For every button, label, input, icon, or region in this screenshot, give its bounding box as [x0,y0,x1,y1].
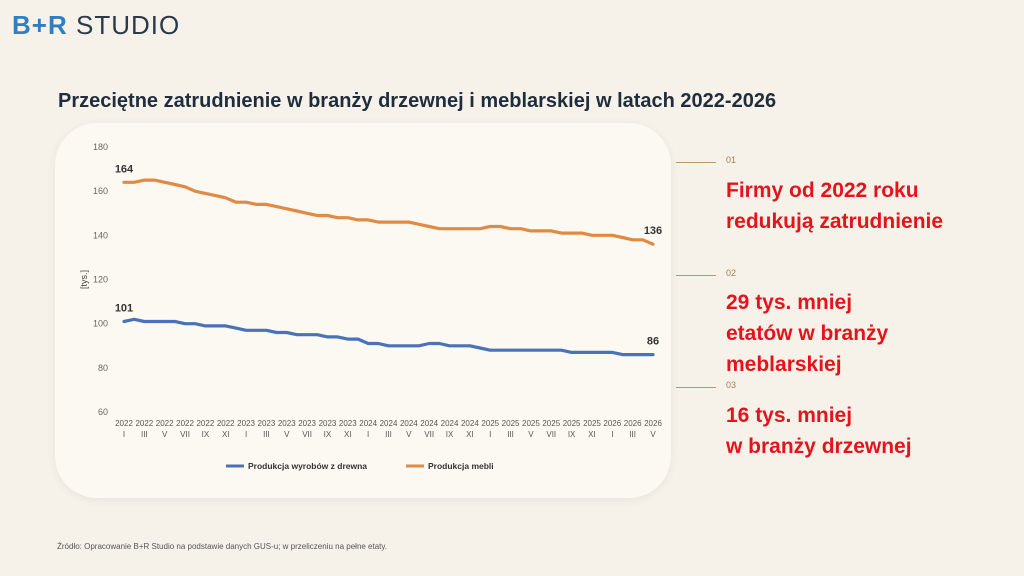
y-tick-label: 160 [93,186,108,196]
note-3-number: 03 [726,380,737,390]
x-tick-month: XI [466,430,474,439]
x-tick-year: 2024 [359,419,377,428]
x-tick-month: I [123,430,125,439]
x-tick-month: V [162,430,168,439]
brand-logo: B+R STUDIO [12,12,180,38]
x-tick-year: 2024 [420,419,438,428]
note-2-line-3: meblarskiej [726,353,842,376]
note-1-text: Firmy od 2022 roku redukują zatrudnienie [726,175,943,237]
x-tick-year: 2026 [603,419,621,428]
x-tick-month: III [629,430,636,439]
data-label: 136 [644,225,662,237]
x-tick-year: 2023 [237,419,255,428]
y-tick-label: 140 [93,230,108,240]
note-2-line-2: etatów w branży [726,322,889,345]
x-tick-month: V [284,430,290,439]
x-tick-year: 2024 [400,419,418,428]
x-tick-month: VII [546,430,556,439]
x-tick-month: IX [202,430,210,439]
brand-logo-bp: B+R [12,10,68,40]
note-2-text: 29 tys. mniej etatów w branży meblarskie… [726,287,888,380]
legend-label: Produkcja mebli [428,461,494,471]
x-tick-year: 2025 [583,419,601,428]
x-tick-month: I [489,430,491,439]
x-tick-month: III [141,430,148,439]
x-tick-month: I [367,430,369,439]
x-tick-year: 2024 [380,419,398,428]
x-tick-month: V [650,430,656,439]
x-tick-month: III [507,430,514,439]
note-2-line-1: 29 tys. mniej [726,291,853,314]
note-3-text: 16 tys. mniej w branży drzewnej [726,400,912,462]
x-tick-year: 2025 [542,419,560,428]
x-tick-month: XI [344,430,352,439]
series-line-furniture [122,178,655,246]
y-tick-label: 120 [93,275,108,285]
x-tick-month: VII [180,430,190,439]
y-axis-label: [tys.] [79,270,89,289]
page-title: Przeciętne zatrudnienie w branży drzewne… [58,90,777,112]
x-tick-year: 2025 [502,419,520,428]
y-tick-label: 80 [98,363,108,373]
note-1-line [676,162,716,163]
x-tick-month: I [245,430,247,439]
x-tick-year: 2026 [624,419,642,428]
x-tick-year: 2022 [196,419,214,428]
x-tick-year: 2022 [135,419,153,428]
legend-label: Produkcja wyrobów z drewna [248,461,367,471]
x-tick-month: XI [588,430,596,439]
note-1-number: 01 [726,155,737,165]
x-tick-year: 2022 [176,419,194,428]
x-tick-year: 2025 [522,419,540,428]
source-note: Źródło: Opracowanie B+R Studio na podsta… [57,542,388,551]
brand-logo-studio: STUDIO [75,10,181,40]
note-2-line [676,275,716,276]
x-tick-year: 2022 [217,419,235,428]
note-1-line-2: redukują zatrudnienie [726,210,944,233]
series-line-wood [122,317,655,357]
x-tick-year: 2023 [278,419,296,428]
note-2-number: 02 [726,268,737,278]
x-tick-year: 2023 [319,419,337,428]
x-tick-year: 2025 [481,419,499,428]
x-tick-year: 2022 [156,419,174,428]
x-tick-year: 2026 [644,419,662,428]
y-tick-label: 180 [93,142,108,152]
x-tick-month: VII [302,430,312,439]
note-3-line [676,387,716,388]
x-tick-month: V [406,430,412,439]
chart-card [55,123,671,498]
data-label: 164 [115,163,134,175]
x-tick-month: V [528,430,534,439]
x-tick-month: VII [424,430,434,439]
x-tick-year: 2023 [339,419,357,428]
x-tick-year: 2025 [563,419,581,428]
x-tick-year: 2023 [258,419,276,428]
note-3-line-1: 16 tys. mniej [726,404,853,427]
x-tick-month: IX [568,430,576,439]
x-tick-month: III [385,430,392,439]
y-tick-label: 60 [98,407,108,417]
y-tick-label: 100 [93,319,108,329]
x-tick-year: 2024 [441,419,459,428]
data-label: 86 [647,336,659,348]
x-tick-month: IX [446,430,454,439]
note-1-line-1: Firmy od 2022 roku [726,179,919,202]
x-tick-month: I [611,430,613,439]
x-tick-year: 2022 [115,419,133,428]
data-label: 101 [115,302,133,314]
x-tick-month: IX [324,430,332,439]
x-tick-year: 2023 [298,419,316,428]
x-tick-year: 2024 [461,419,479,428]
x-tick-month: III [263,430,270,439]
x-tick-month: XI [222,430,230,439]
note-3-line-2: w branży drzewnej [726,435,912,458]
